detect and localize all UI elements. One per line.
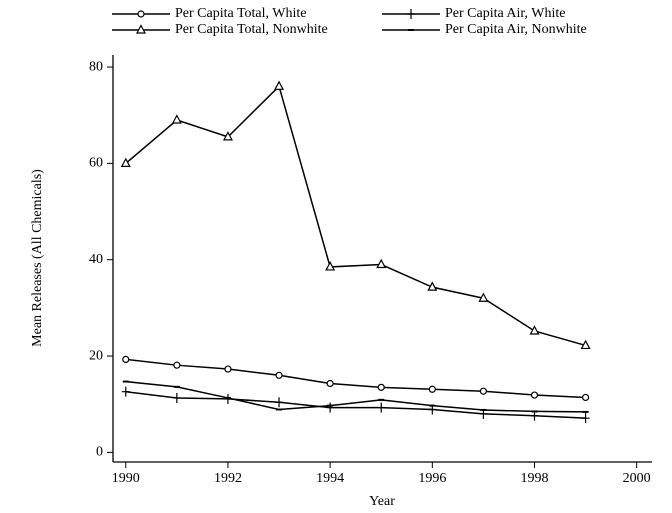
series-line [125, 84, 586, 347]
series-line [125, 390, 586, 419]
marker [427, 281, 438, 291]
marker [530, 410, 539, 421]
marker [530, 391, 539, 399]
legend-label: Per Capita Total, White [175, 6, 306, 21]
x-tick-label: 2000 [623, 471, 651, 486]
x-tick-label: 1994 [316, 471, 344, 486]
marker [325, 261, 336, 271]
marker [275, 371, 283, 379]
marker [222, 131, 233, 141]
marker [120, 157, 131, 167]
marker [580, 339, 591, 350]
x-tick-label: 1990 [112, 471, 140, 486]
y-tick-label: 20 [89, 348, 103, 363]
marker [275, 397, 284, 408]
y-tick-label: 0 [96, 445, 103, 460]
marker [377, 383, 385, 391]
marker [376, 258, 387, 269]
x-tick-label: 1998 [520, 471, 548, 486]
marker [581, 413, 590, 424]
y-tick-label: 80 [89, 59, 103, 74]
marker [122, 355, 130, 364]
y-tick-label: 40 [89, 252, 103, 267]
marker [326, 402, 335, 413]
y-tick-label: 60 [89, 156, 103, 171]
marker [171, 114, 182, 124]
x-tick-label: 1992 [214, 471, 242, 486]
marker [478, 292, 489, 302]
marker [136, 24, 146, 34]
marker [172, 392, 181, 403]
marker [377, 402, 386, 413]
x-tick-label: 1996 [418, 471, 446, 486]
marker [224, 365, 232, 373]
marker [121, 386, 130, 397]
marker [137, 10, 145, 18]
marker [407, 9, 415, 19]
y-axis-label: Mean Releases (All Chemicals) [30, 169, 45, 347]
x-axis-label: Year [369, 494, 395, 509]
legend-label: Per Capita Air, Nonwhite [445, 22, 587, 37]
legend-label: Per Capita Air, White [445, 6, 566, 21]
series-line [125, 380, 586, 413]
marker [173, 361, 181, 369]
legend-label: Per Capita Total, Nonwhite [175, 22, 328, 37]
marker [581, 393, 590, 402]
marker [326, 379, 334, 388]
marker [479, 387, 488, 395]
series-line [125, 358, 586, 399]
marker [428, 385, 436, 393]
marker [529, 325, 540, 335]
marker [274, 80, 285, 90]
